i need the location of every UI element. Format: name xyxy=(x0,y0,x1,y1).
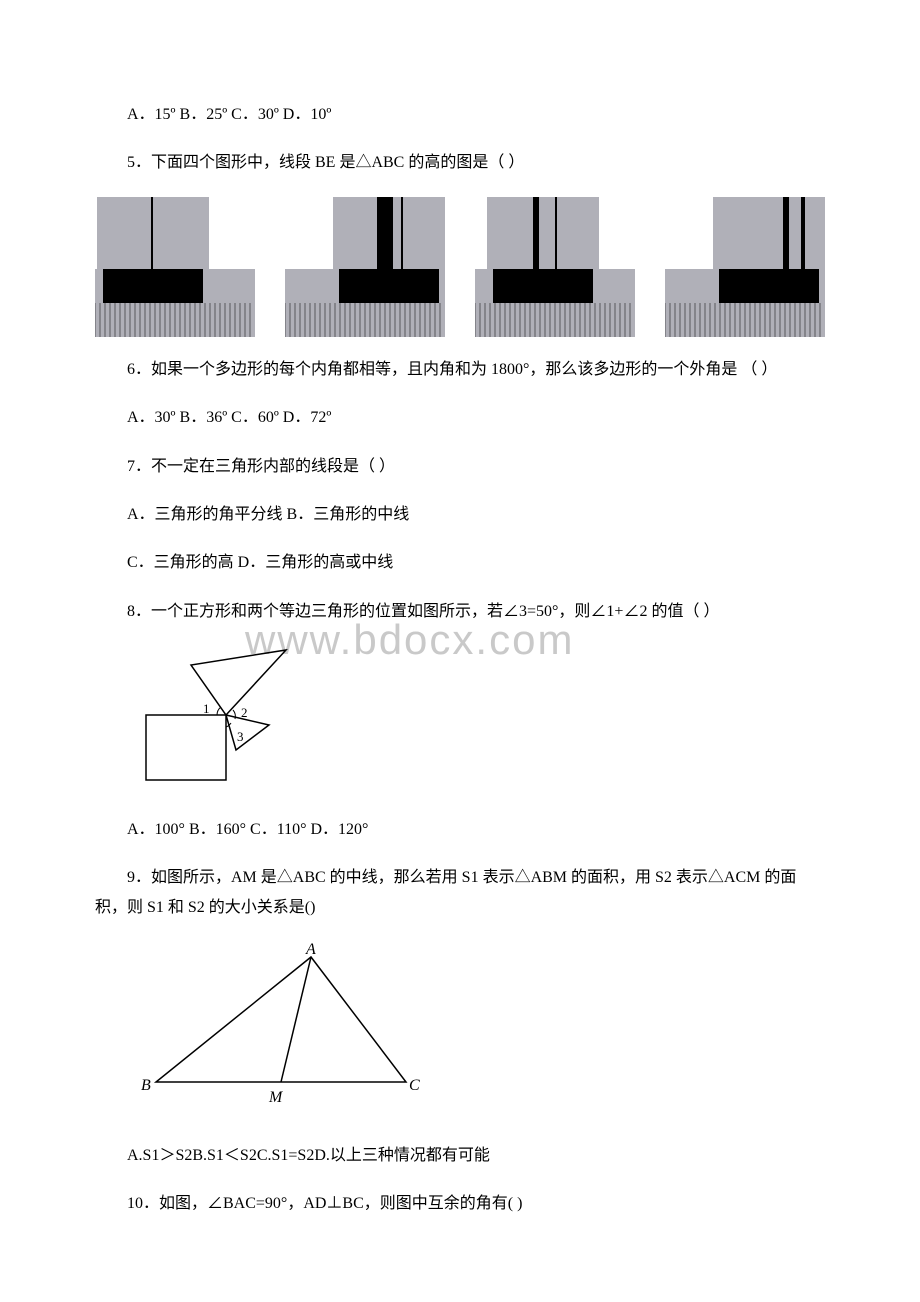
angle-3-label: 3 xyxy=(237,729,244,744)
q8-text: 8．一个正方形和两个等边三角形的位置如图所示，若∠3=50°，则∠1+∠2 的值… xyxy=(95,597,825,627)
q4-options: A．15º B．25º C．30º D．10º xyxy=(95,100,825,130)
vertex-c-label: C xyxy=(409,1077,420,1094)
q5-text: 5．下面四个图形中，线段 BE 是△ABC 的高的图是（ ） xyxy=(95,148,825,178)
document-content: A．15º B．25º C．30º D．10º 5．下面四个图形中，线段 BE … xyxy=(95,100,825,1220)
midpoint-m-label: M xyxy=(268,1089,284,1106)
q8-diagram: 1 2 3 xyxy=(141,645,825,796)
q9-options: A.S1＞S2B.S1＜S2C.S1=S2D.以上三种情况都有可能 xyxy=(95,1141,825,1171)
vertex-a-label: A xyxy=(305,942,316,958)
figure-b xyxy=(285,197,445,337)
geometry-diagram-icon: 1 2 3 xyxy=(141,645,311,785)
q5-figures xyxy=(95,197,825,337)
q9-text: 9．如图所示，AM 是△ABC 的中线，那么若用 S1 表示△ABM 的面积，用… xyxy=(95,863,825,924)
barcode-icon xyxy=(285,197,445,337)
figure-a xyxy=(95,197,255,337)
q6-options: A．30º B．36º C．60º D．72º xyxy=(95,403,825,433)
q7-text: 7．不一定在三角形内部的线段是（ ） xyxy=(95,452,825,482)
q10-text: 10．如图，∠BAC=90°，AD⊥BC，则图中互余的角有( ) xyxy=(95,1189,825,1219)
figure-c xyxy=(475,197,635,337)
q8-options: A．100° B．160° C．110° D．120° xyxy=(95,815,825,845)
q7-options-cd: C．三角形的高 D．三角形的高或中线 xyxy=(95,548,825,578)
vertex-b-label: B xyxy=(141,1077,151,1094)
q7-options-ab: A．三角形的角平分线 B．三角形的中线 xyxy=(95,500,825,530)
barcode-icon xyxy=(95,197,255,337)
triangle-median-icon: A B C M xyxy=(141,942,421,1112)
barcode-icon xyxy=(665,197,825,337)
barcode-icon xyxy=(475,197,635,337)
angle-1-label: 1 xyxy=(203,701,210,716)
figure-d xyxy=(665,197,825,337)
angle-2-label: 2 xyxy=(241,705,248,720)
q9-diagram: A B C M xyxy=(141,942,825,1123)
q6-text: 6．如果一个多边形的每个内角都相等，且内角和为 1800°，那么该多边形的一个外… xyxy=(95,355,825,385)
